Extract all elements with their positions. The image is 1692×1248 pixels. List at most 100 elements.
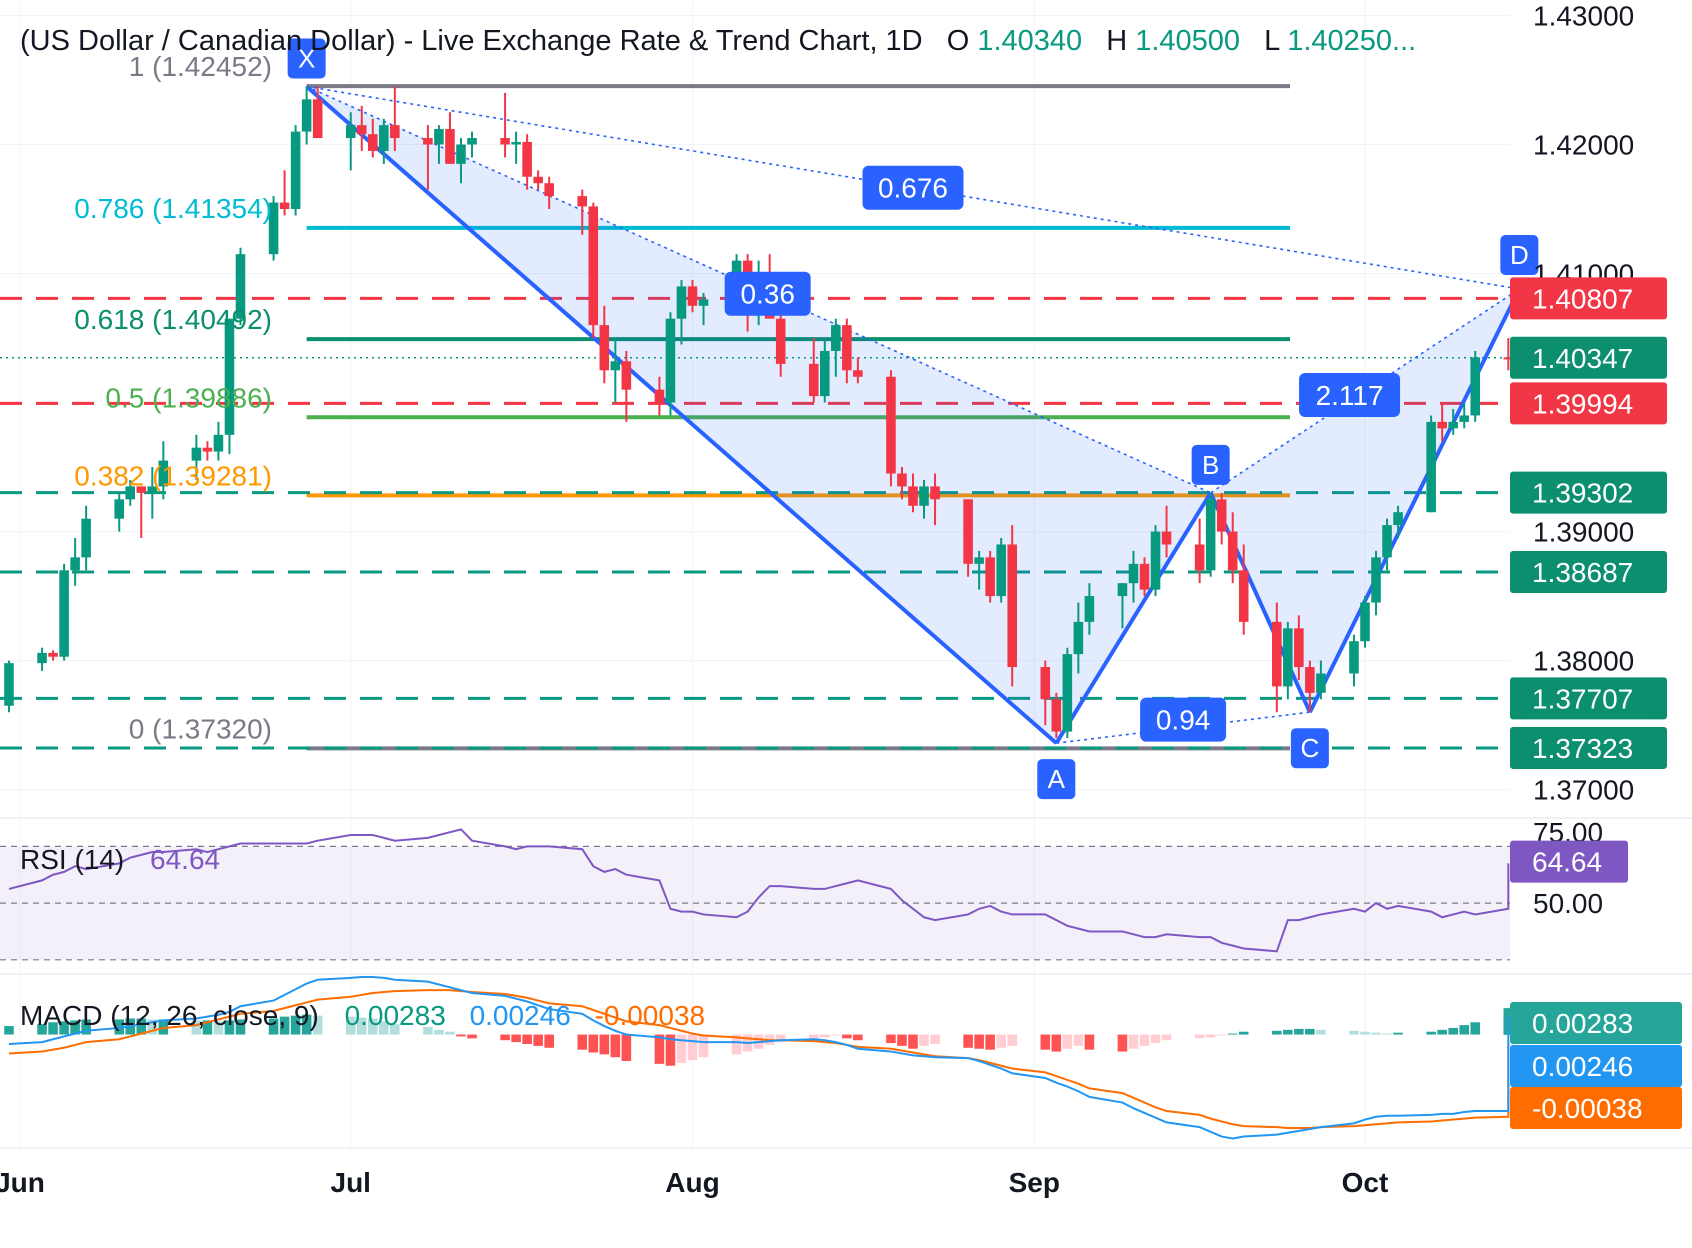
candle-body [1382, 525, 1392, 558]
macd-legend: MACD (12, 26, close, 9) 0.00283 0.00246 … [20, 1000, 705, 1031]
macd-hist-bar [511, 1034, 521, 1043]
macd-hist-bar [456, 1034, 466, 1037]
macd-hist-bar [279, 1016, 290, 1035]
macd-hist-bar [974, 1034, 984, 1049]
x-tick-label: Jun [0, 1167, 45, 1198]
ratio-box [1140, 697, 1227, 742]
macd-value: 0.00283 [345, 1000, 446, 1031]
macd-hist-bar [831, 1034, 841, 1036]
ratio-box [862, 165, 964, 210]
macd-hist-bar [312, 1015, 323, 1035]
candle-body [500, 138, 510, 145]
candle-body [158, 460, 169, 487]
candle-body [985, 557, 995, 597]
candle-body [445, 129, 455, 164]
candle-body [577, 196, 588, 207]
price-tag-2: 1.39302 [1532, 478, 1633, 509]
harmonic-pattern-labels: X A B C D 0.676 0.36 0.94 2.117 [287, 38, 1539, 800]
candle-body [1150, 531, 1161, 590]
candle-body [1426, 421, 1436, 513]
pattern-point-box-A [1037, 759, 1076, 800]
macd-hist-bar [1459, 1025, 1470, 1035]
candle-body [456, 144, 466, 164]
leg-xa [305, 84, 1058, 745]
price-tag-4-box [1510, 677, 1667, 720]
candle-body [1448, 421, 1458, 429]
macd-hist-bar [1007, 1034, 1017, 1046]
candle-body [698, 299, 709, 306]
pattern-point-B: B [1202, 450, 1219, 480]
macd-hist-bar [81, 1019, 91, 1035]
x-tick-label: Jul [331, 1167, 371, 1198]
candle-body [831, 325, 841, 351]
pattern-point-box-B [1191, 444, 1230, 485]
macd-hist-bar [1448, 1027, 1458, 1035]
fib-label-0.5: 0.5 (1.39886) [105, 382, 272, 413]
rsi-legend: RSI (14) 64.64 [20, 844, 220, 875]
rsi-tag: 64.64 [1532, 847, 1602, 878]
candle-body [676, 286, 687, 319]
macd-hist-bar [533, 1034, 543, 1046]
macd-hist-bar [1150, 1034, 1161, 1044]
macd-hist-bar [1382, 1033, 1392, 1035]
candle-body [1272, 621, 1282, 687]
pattern-fill-xab [306, 86, 1211, 744]
diag-xd [306, 85, 1520, 290]
y-tick-label: 1.38000 [1533, 646, 1634, 677]
low-value: 1.40250... [1287, 25, 1416, 57]
candle-body [345, 125, 356, 139]
candle-body [908, 486, 918, 506]
hist-tag: -0.00038 [1532, 1093, 1643, 1124]
macd-hist-bar [1426, 1031, 1436, 1035]
candle-body [1503, 357, 1514, 360]
candle-body [125, 486, 136, 500]
candle-body [37, 652, 47, 664]
candle-body [4, 663, 14, 706]
candle-body [1084, 596, 1095, 622]
header-line: (US Dollar / Canadian Dollar) - Live Exc… [20, 25, 1416, 57]
candle-body [1216, 499, 1227, 532]
macd-hist-bar [379, 1021, 389, 1035]
macd-hist-bar [147, 1019, 158, 1035]
candle-body [434, 129, 444, 145]
macd-hist-bar [467, 1034, 477, 1039]
price-tag-3: 1.38687 [1532, 557, 1633, 588]
candle-body [1294, 628, 1304, 668]
macd-hist-bar [235, 1019, 246, 1035]
candle-body [588, 206, 599, 326]
candle-body [147, 486, 158, 493]
candle-body [390, 125, 400, 139]
macd-hist-bar [544, 1034, 554, 1048]
macd-hist-bar [4, 1026, 14, 1035]
candle-body [1194, 544, 1205, 571]
fib-label-1: 1 (1.42452) [129, 51, 272, 82]
macd-hist-bar [136, 1018, 147, 1035]
candle-body [897, 473, 907, 487]
rsi-tag-box [1510, 840, 1628, 883]
candle-body [423, 138, 433, 145]
candle-body [974, 557, 984, 564]
candle-body [48, 652, 58, 657]
macd-hist-bar [345, 1016, 356, 1035]
y-tick-label: 1.37000 [1533, 775, 1634, 806]
macd-hist-bar [963, 1034, 973, 1048]
candle-body [1007, 544, 1017, 668]
price-axis: 1.430001.420001.410001.390001.380001.370… [1510, 0, 1667, 806]
fib-label-0.786: 0.786 (1.41354) [74, 193, 272, 224]
macd-hist-bar [808, 1034, 819, 1040]
macd-hist-bar [59, 1021, 69, 1035]
macd-hist-bar [897, 1034, 907, 1046]
macd-hist-bar [224, 1020, 235, 1035]
ratio-label: 0.676 [878, 173, 948, 204]
ratio-box [1299, 373, 1401, 418]
candle-body [544, 183, 554, 197]
candle-body [665, 318, 676, 403]
macd-hist-bar [390, 1024, 400, 1035]
x-tick-label: Sep [1009, 1167, 1060, 1198]
candle-body [775, 318, 786, 364]
macd-hist-bar [588, 1034, 599, 1053]
fib-label-0: 0 (1.37320) [129, 713, 272, 744]
macd-hist-bar [842, 1034, 852, 1039]
histogram-value: -0.00038 [595, 1000, 706, 1031]
